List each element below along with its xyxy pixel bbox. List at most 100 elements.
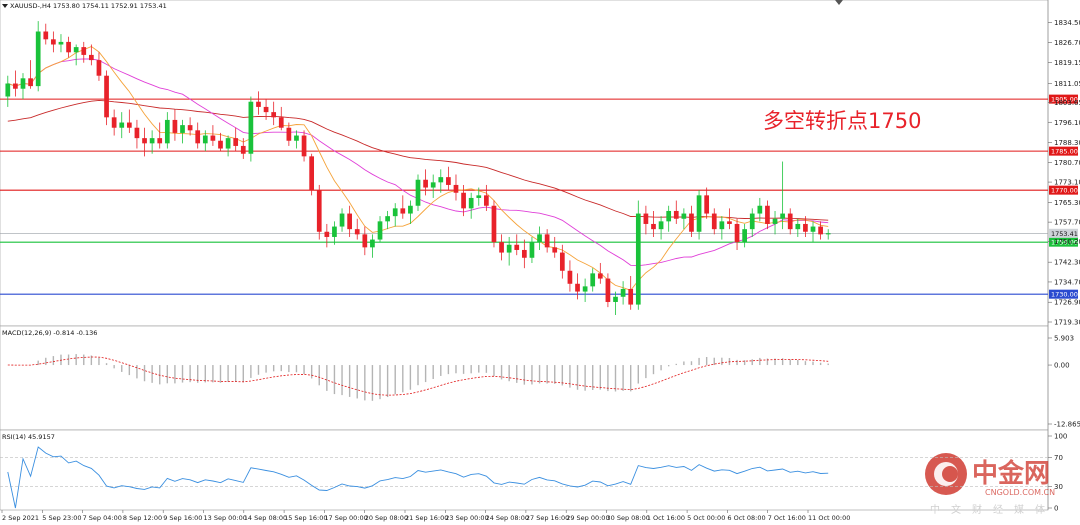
candle-body [772,218,778,224]
symbol-header: XAUUSD-,H4 1753.80 1754.11 1752.91 1753.… [10,2,167,10]
candle-body [187,125,193,131]
price-tick-label: 1757.70 [1054,219,1080,227]
candle-body [643,213,649,224]
price-tick-label: 1834.50 [1054,19,1080,27]
candle-body [567,270,573,284]
candle-body [354,229,360,235]
time-tick-label: 11 Oct 00:00 [808,514,850,522]
candle-body [248,101,254,154]
candle-body [544,234,550,248]
level-price-label: 1805.00 [1051,96,1078,104]
rsi-tick-label: 30 [1054,483,1063,491]
time-tick-label: 5 Sep 23:00 [42,514,81,522]
level-price-tag [1049,185,1078,195]
candle-body [658,221,664,230]
candle-body [126,122,132,128]
rsi-header: RSI(14) 45.9157 [2,433,55,441]
candle-body [316,190,322,232]
candle-body [202,135,208,144]
rsi-tick-label: 0 [1054,505,1058,513]
watermark-name: 中金网 [972,458,1050,489]
time-tick-label: 7 Sep 04:00 [83,514,122,522]
candle-body [795,223,801,230]
candle-body [81,47,87,55]
candle-body [347,213,352,230]
candle-body [757,205,763,214]
candle-body [430,182,436,188]
level-price-label: 1730.00 [1051,291,1078,299]
price-tick-label: 1826.70 [1054,39,1080,47]
candle-body [28,78,33,87]
candle-body [438,177,444,183]
candle-body [301,135,307,157]
cngold-watermark: 中金网 CNGOLD.COM.CN 中文财经媒体 [925,453,1056,516]
time-tick-label: 17 Sep 00:00 [324,514,367,522]
candle-body [263,106,269,113]
candle-body [111,117,117,128]
candle-body [673,210,679,219]
level-price-label: 1753.41 [1051,230,1078,238]
candle-body [172,119,178,133]
candle-body [651,223,656,230]
candle-body [278,117,284,128]
candle-body [210,135,216,141]
candle-body [119,122,125,128]
candle-body [142,138,147,144]
candle-body [225,138,231,149]
price-tick-label: 1765.30 [1054,199,1080,207]
time-tick-label: 2 Sep 2021 [2,514,39,522]
candle-body [575,283,580,292]
candle-body [681,213,687,219]
candle-body [719,221,725,230]
candle-body [552,247,558,253]
level-price-label: 1785.00 [1051,148,1078,156]
time-tick-label: 5 Oct 00:00 [687,514,725,522]
level-price-label: 1770.00 [1051,187,1078,195]
level-price-tag [1049,94,1078,104]
candle-body [149,138,155,144]
candle-body [499,242,504,253]
candle-body [385,216,390,222]
time-tick-label: 9 Sep 16:00 [163,514,202,522]
candle-body [362,234,368,248]
price-tick-label: 1742.30 [1054,259,1080,267]
candle-body [696,195,702,232]
time-tick-label: 7 Oct 16:00 [768,514,806,522]
candle-body [294,135,299,141]
candle-body [309,156,315,191]
candle-body [415,179,421,206]
candle-body [491,205,497,243]
candle-body [605,278,611,302]
candle-body [590,273,596,287]
candle-body [620,288,626,297]
price-tick-label: 1773.10 [1054,179,1080,187]
collapse-arrow-icon[interactable] [2,4,8,8]
macd-signal-line [7,356,829,396]
candle-body [521,249,527,258]
level-price-tag [1049,228,1078,238]
scroll-marker-icon[interactable] [835,0,843,5]
time-tick-label: 20 Sep 08:00 [365,514,408,522]
pivot-annotation: 多空转折点1750 [763,109,921,133]
candle-body [787,213,793,230]
rsi-pane[interactable] [0,429,1049,511]
candle-body [66,41,71,53]
time-tick-label: 15 Sep 16:00 [284,514,327,522]
candle-body [377,221,383,240]
time-tick-label: 23 Sep 00:00 [445,514,488,522]
candle-body [13,83,18,89]
watermark-subtitle: 中文财经媒体 [930,503,1056,516]
candle-body [134,127,140,139]
candle-body [324,231,330,237]
candle-body [453,184,459,193]
price-pane[interactable] [0,0,1049,327]
candle-body [35,31,41,87]
candle-body [734,223,740,243]
rsi-tick-label: 100 [1054,433,1067,441]
candle-body [180,125,185,133]
candle-body [43,31,49,40]
time-tick-label: 30 Sep 08:00 [607,514,650,522]
candle-body [506,244,512,253]
candle-body [749,213,755,230]
